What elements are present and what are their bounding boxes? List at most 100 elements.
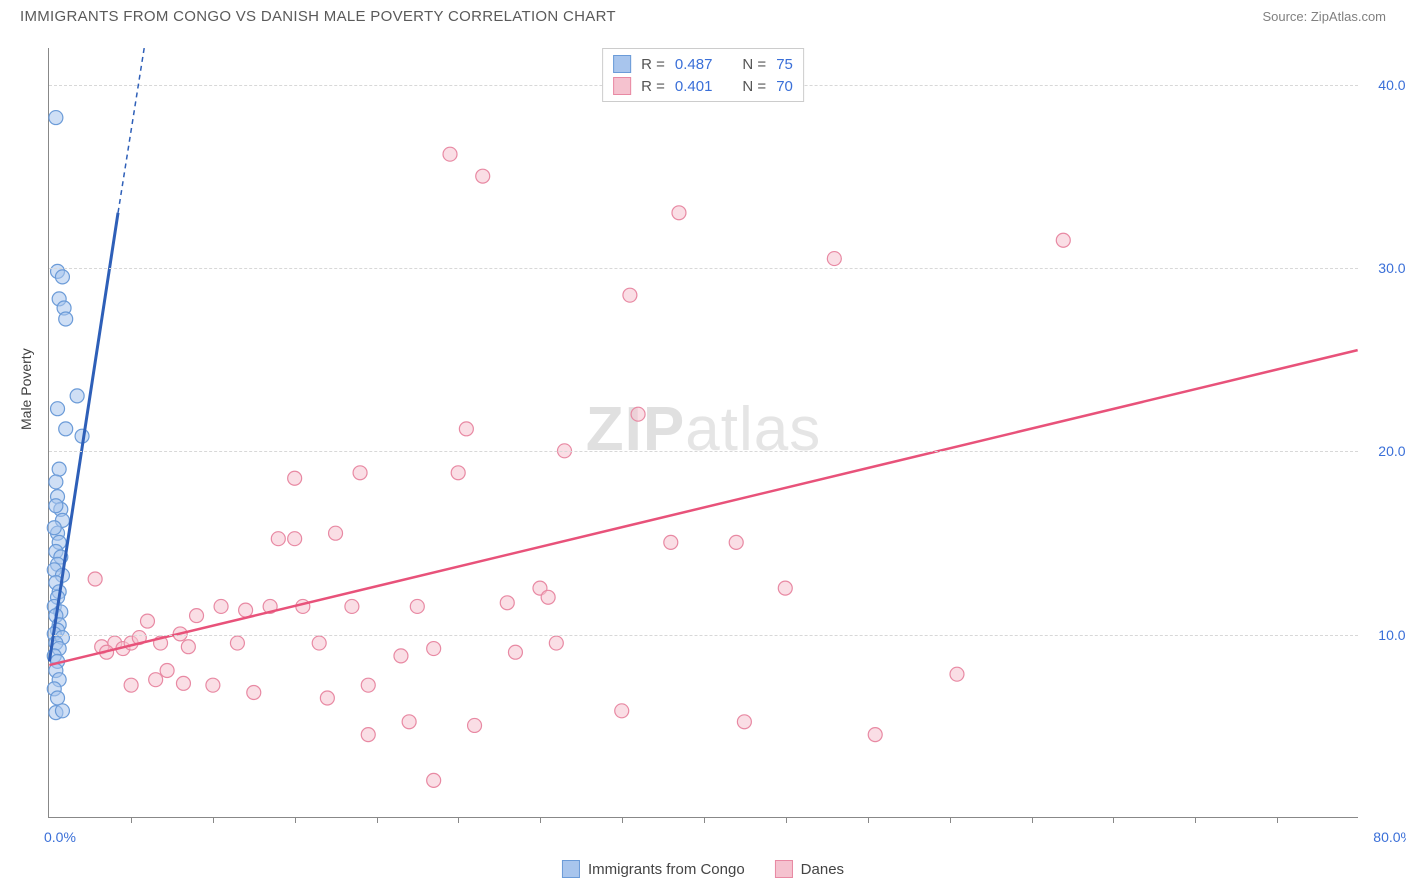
x-tick-mark <box>786 817 787 823</box>
data-point <box>410 599 424 613</box>
data-point <box>230 636 244 650</box>
y-tick-label: 20.0% <box>1363 443 1406 459</box>
bottom-legend: Immigrants from Congo Danes <box>562 860 844 878</box>
data-point <box>51 691 65 705</box>
y-tick-label: 40.0% <box>1363 77 1406 93</box>
data-point <box>176 676 190 690</box>
data-point <box>394 649 408 663</box>
data-point <box>402 715 416 729</box>
data-point <box>52 462 66 476</box>
data-point <box>140 614 154 628</box>
data-point <box>361 728 375 742</box>
chart-title: IMMIGRANTS FROM CONGO VS DANISH MALE POV… <box>20 8 616 25</box>
data-point <box>49 111 63 125</box>
y-axis-label: Male Poverty <box>18 348 34 430</box>
x-tick-mark <box>1277 817 1278 823</box>
x-tick-mark <box>213 817 214 823</box>
data-point <box>49 475 63 489</box>
gridline <box>49 635 1358 636</box>
data-point <box>737 715 751 729</box>
x-tick-mark <box>1113 817 1114 823</box>
data-point <box>631 407 645 421</box>
data-point <box>181 640 195 654</box>
data-point <box>59 312 73 326</box>
data-point <box>623 288 637 302</box>
data-point <box>59 422 73 436</box>
swatch-series2-icon <box>775 860 793 878</box>
data-point <box>160 664 174 678</box>
data-point <box>443 147 457 161</box>
data-point <box>476 169 490 183</box>
data-point <box>459 422 473 436</box>
data-point <box>329 526 343 540</box>
swatch-series1-icon <box>562 860 580 878</box>
data-point <box>664 535 678 549</box>
x-tick-min: 0.0% <box>44 829 76 845</box>
data-point <box>541 590 555 604</box>
data-point <box>549 636 563 650</box>
data-point <box>271 532 285 546</box>
data-point <box>312 636 326 650</box>
data-point <box>49 499 63 513</box>
x-tick-mark <box>1032 817 1033 823</box>
data-point <box>320 691 334 705</box>
data-point <box>427 773 441 787</box>
data-point <box>451 466 465 480</box>
data-point <box>778 581 792 595</box>
regression-line <box>118 48 144 213</box>
data-point <box>288 532 302 546</box>
data-point <box>55 270 69 284</box>
y-tick-label: 30.0% <box>1363 260 1406 276</box>
data-point <box>190 609 204 623</box>
data-point <box>288 471 302 485</box>
legend-item-series1: Immigrants from Congo <box>562 860 745 878</box>
data-point <box>239 603 253 617</box>
legend-item-series2: Danes <box>775 860 844 878</box>
plot-area: ZIPatlas 0.0% 80.0% 10.0%20.0%30.0%40.0% <box>48 48 1358 818</box>
data-point <box>206 678 220 692</box>
gridline <box>49 268 1358 269</box>
x-tick-mark <box>377 817 378 823</box>
data-point <box>508 645 522 659</box>
x-tick-mark <box>704 817 705 823</box>
data-point <box>868 728 882 742</box>
swatch-series1 <box>613 55 631 73</box>
data-point <box>1056 233 1070 247</box>
x-tick-mark <box>131 817 132 823</box>
scatter-svg <box>49 48 1358 817</box>
x-tick-mark <box>458 817 459 823</box>
data-point <box>950 667 964 681</box>
y-tick-label: 10.0% <box>1363 627 1406 643</box>
regression-line <box>49 350 1357 665</box>
x-tick-mark <box>540 817 541 823</box>
data-point <box>247 686 261 700</box>
data-point <box>88 572 102 586</box>
data-point <box>427 642 441 656</box>
x-tick-mark <box>1195 817 1196 823</box>
x-tick-mark <box>868 817 869 823</box>
stats-row-series1: R = 0.487 N = 75 <box>613 53 793 75</box>
data-point <box>55 704 69 718</box>
data-point <box>353 466 367 480</box>
x-tick-mark <box>295 817 296 823</box>
data-point <box>47 521 61 535</box>
data-point <box>214 599 228 613</box>
x-tick-mark <box>622 817 623 823</box>
x-tick-mark <box>950 817 951 823</box>
data-point <box>124 678 138 692</box>
data-point <box>149 673 163 687</box>
data-point <box>615 704 629 718</box>
data-point <box>468 718 482 732</box>
data-point <box>827 252 841 266</box>
data-point <box>729 535 743 549</box>
x-tick-max: 80.0% <box>1373 829 1406 845</box>
data-point <box>51 402 65 416</box>
data-point <box>672 206 686 220</box>
gridline <box>49 451 1358 452</box>
data-point <box>500 596 514 610</box>
data-point <box>361 678 375 692</box>
stats-row-series2: R = 0.401 N = 70 <box>613 75 793 97</box>
stats-legend: R = 0.487 N = 75 R = 0.401 N = 70 <box>602 48 804 102</box>
data-point <box>70 389 84 403</box>
swatch-series2 <box>613 77 631 95</box>
